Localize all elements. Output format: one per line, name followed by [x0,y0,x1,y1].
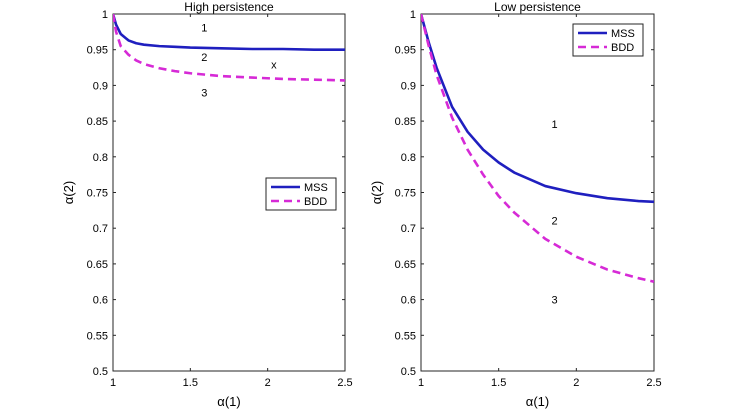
y-tick-label: 1 [410,9,416,21]
y-tick-label: 0.5 [93,366,108,378]
y-tick-label: 0.9 [93,80,108,92]
y-tick-label: 0.9 [401,80,416,92]
x-tick-label: 2 [573,377,579,389]
y-axis-label: α(2) [369,181,384,204]
y-tick-label: 0.95 [395,45,416,57]
y-tick-label: 0.65 [395,259,416,271]
legend-box [572,23,644,57]
y-tick-label: 0.95 [87,45,108,57]
legend-entry-bdd: BDD [304,196,327,208]
y-tick-label: 1 [102,9,108,21]
series-line-mss [113,14,345,52]
y-tick-label: 0.75 [87,188,108,200]
chart-title: Low persistence [494,0,581,14]
y-tick-label: 0.65 [87,259,108,271]
x-tick-label: 1 [110,377,116,389]
legend: MSS BDD [265,177,337,211]
y-tick-label: 0.8 [401,152,416,164]
region-annotation: 3 [201,88,207,100]
y-tick-label: 0.55 [395,330,416,342]
y-axis-label: α(2) [61,181,76,204]
region-annotation: x [271,60,277,72]
y-tick-label: 0.5 [401,366,416,378]
y-tick-label: 0.85 [87,116,108,128]
x-tick-label: 2.5 [646,377,661,389]
y-tick-label: 0.7 [93,223,108,235]
y-tick-label: 0.8 [93,152,108,164]
series-line-bdd [421,14,654,284]
x-tick-label: 1.5 [491,377,506,389]
y-tick-label: 0.7 [401,223,416,235]
region-annotation: 1 [552,119,558,131]
region-annotation: 2 [201,52,207,64]
region-annotation: 3 [552,295,558,307]
x-tick-label: 1.5 [183,377,198,389]
x-axis-label: α(1) [526,394,549,409]
region-annotation: 1 [201,23,207,35]
right-chart-low-persistence: Low persistence 0.5 0.55 0.6 0.65 0.7 0.75 0.8 0… [369,0,662,409]
x-axis-label: α(1) [217,394,240,409]
series-line-mss [421,14,654,204]
y-tick-label: 0.85 [395,116,416,128]
y-tick-label: 0.6 [93,295,108,307]
left-chart-high-persistence: High persistence 0.5 0.55 0.6 0.65 0.7 0.75 0.8… [61,0,353,409]
x-tick-label: 1 [418,377,424,389]
series-line-bdd [113,14,345,82]
x-tick-label: 2.5 [337,377,352,389]
legend-entry-mss: MSS [611,28,635,40]
region-annotation: 2 [552,215,558,227]
y-tick-label: 0.75 [395,188,416,200]
legend-entry-bdd: BDD [611,42,634,54]
chart-title: High persistence [184,0,274,14]
legend-box [265,177,337,211]
legend: MSS BDD [572,23,644,57]
y-tick-label: 0.6 [401,295,416,307]
x-tick-label: 2 [265,377,271,389]
legend-entry-mss: MSS [304,182,328,194]
plot-area [420,13,655,372]
y-tick-label: 0.55 [87,330,108,342]
